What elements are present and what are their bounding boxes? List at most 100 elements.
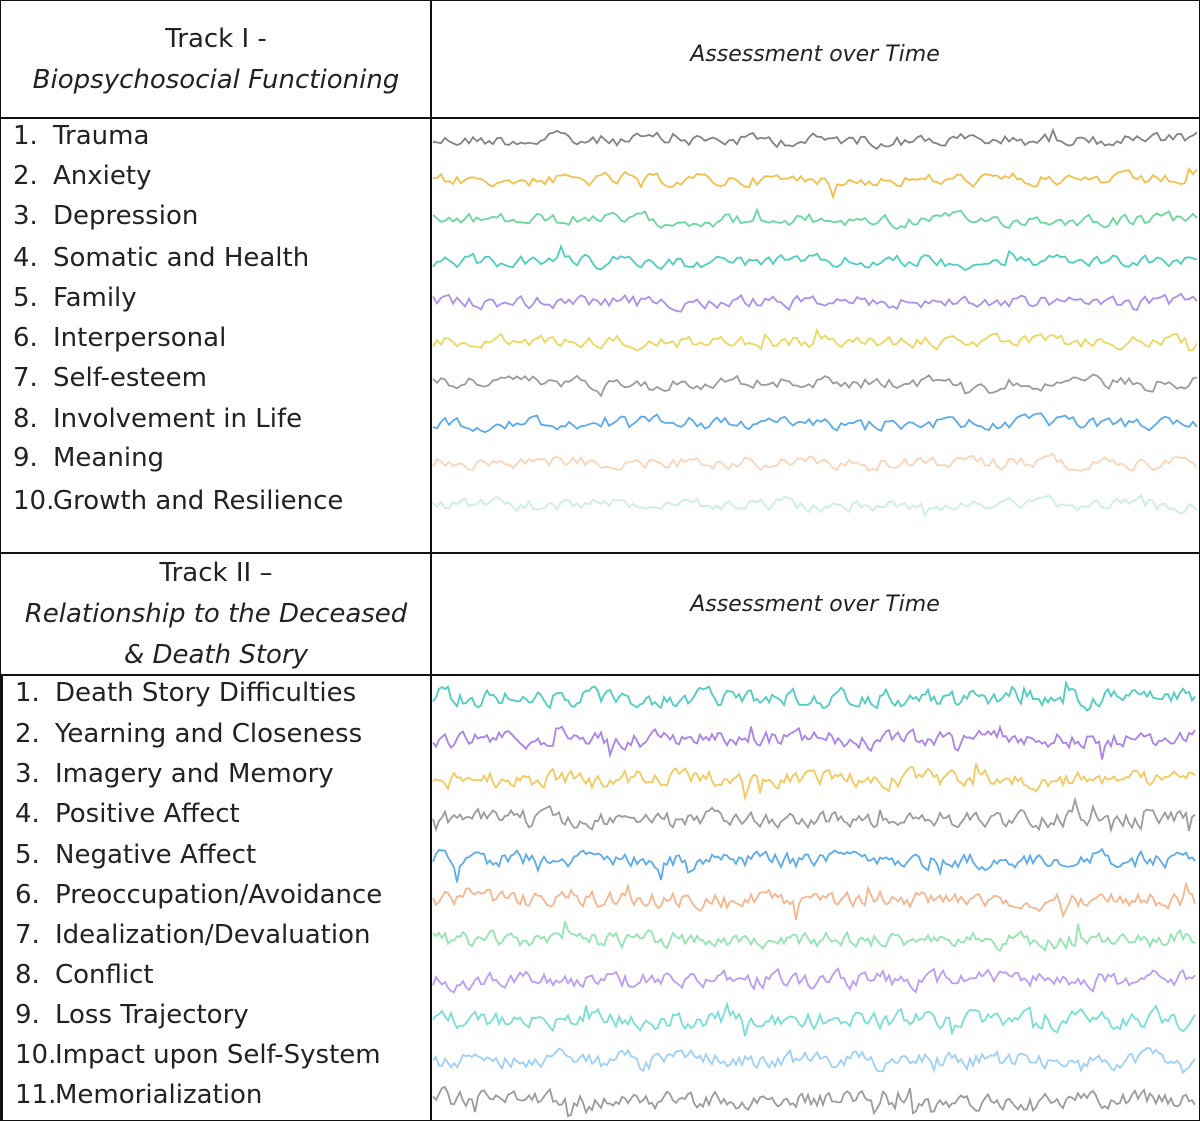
assessment-trace	[432, 1047, 1196, 1075]
dimension-label: Yearning and Closeness	[55, 719, 363, 749]
assessment-trace	[432, 373, 1197, 398]
dimension-number: 7.	[13, 363, 38, 393]
dimension-item: 11.Memorialization	[15, 1080, 262, 1110]
dimension-label: Depression	[53, 201, 199, 231]
dimension-item: 1. Death Story Difficulties	[15, 678, 356, 708]
dimension-number: 4.	[15, 799, 40, 829]
dimension-label: Idealization/Devaluation	[55, 920, 371, 950]
dimension-number: 5.	[15, 840, 40, 870]
assessment-trace	[432, 292, 1197, 313]
assessment-trace	[432, 452, 1197, 473]
assessment-trace	[432, 920, 1196, 953]
track-1-assessment-header: Assessment over Time	[430, 0, 1200, 119]
dimension-item: 6. Preoccupation/Avoidance	[15, 880, 382, 910]
dimension-label: Preoccupation/Avoidance	[55, 880, 383, 910]
dimension-number: 11.	[15, 1080, 57, 1110]
dimension-label: Self-esteem	[53, 363, 207, 393]
dimension-number: 9.	[15, 1000, 40, 1030]
dimension-item: 7. Idealization/Devaluation	[15, 920, 370, 950]
dimension-number: 8.	[13, 404, 38, 434]
track-1-title: Track I -	[165, 23, 267, 54]
assessment-trace	[432, 493, 1197, 518]
dimension-item: 3. Imagery and Memory	[15, 759, 334, 789]
dimension-number: 7.	[15, 920, 40, 950]
assessment-trace	[432, 167, 1197, 200]
track-1-header: Track I - Biopsychosocial Functioning	[0, 0, 432, 119]
track-1-subtitle: Biopsychosocial Functioning	[32, 64, 400, 95]
track-2-assessment-label: Assessment over Time	[690, 591, 940, 617]
dimension-number: 6.	[13, 323, 38, 353]
dimension-label: Interpersonal	[53, 323, 227, 353]
dimension-label: Memorialization	[55, 1080, 263, 1110]
track-2-assessment-header: Assessment over Time	[430, 552, 1200, 676]
track-2-traces-panel	[430, 674, 1200, 1121]
dimension-item: 10.Impact upon Self-System	[15, 1040, 381, 1070]
dimension-label: Loss Trajectory	[55, 1000, 249, 1030]
dimension-label: Impact upon Self-System	[55, 1040, 381, 1070]
assessment-trace	[432, 1086, 1196, 1118]
track-2-header: Track II – Relationship to the Deceased …	[0, 552, 432, 676]
track-2-title: Track II –	[159, 557, 273, 588]
assessment-trace	[432, 127, 1197, 150]
dimension-number: 9.	[13, 443, 38, 473]
dimension-item: 5. Family	[13, 283, 137, 313]
dimension-label: Meaning	[53, 443, 165, 473]
track-2-subtitle: Relationship to the Deceased & Death Sto…	[24, 598, 408, 670]
dimension-item: 8. Conflict	[15, 960, 154, 990]
dimension-number: 4.	[13, 243, 38, 273]
assessment-trace	[432, 243, 1197, 272]
dimension-number: 10.	[13, 486, 55, 516]
track-2-traces	[432, 679, 1196, 1118]
assessment-trace	[432, 207, 1197, 230]
dimension-item: 1. Trauma	[13, 121, 149, 151]
dimension-label: Family	[53, 283, 137, 313]
dimension-label: Conflict	[55, 960, 154, 990]
dimension-label: Negative Affect	[55, 840, 257, 870]
assessment-trace	[432, 412, 1197, 434]
dimension-number: 2.	[13, 161, 38, 191]
dimension-label: Involvement in Life	[53, 404, 303, 434]
dimension-item: 8. Involvement in Life	[13, 404, 302, 434]
dimension-number: 3.	[15, 759, 40, 789]
dimension-number: 3.	[13, 201, 38, 231]
dimension-label: Somatic and Health	[53, 243, 310, 273]
track-2-dimension-list: 1. Death Story Difficulties 2. Yearning and…	[0, 674, 432, 1121]
dimension-item: 4. Somatic and Health	[13, 243, 309, 273]
dimension-number: 1.	[13, 121, 38, 151]
dimension-label: Death Story Difficulties	[55, 678, 357, 708]
assessment-trace	[432, 763, 1196, 802]
dimension-item: 10.Growth and Resilience	[13, 486, 343, 516]
assessment-trace	[432, 966, 1196, 994]
assessment-trace	[432, 724, 1196, 760]
track-1-assessment-label: Assessment over Time	[690, 42, 940, 67]
dimension-item: 4. Positive Affect	[15, 799, 240, 829]
dimension-item: 5. Negative Affect	[15, 840, 256, 870]
dimension-number: 2.	[15, 719, 40, 749]
dimension-label: Anxiety	[53, 161, 152, 191]
assessment-trace	[432, 796, 1196, 834]
dimension-item: 2. Anxiety	[13, 161, 151, 191]
track-1-traces	[432, 127, 1197, 518]
dimension-number: 8.	[15, 960, 40, 990]
dimension-item: 9. Loss Trajectory	[15, 1000, 249, 1030]
assessment-trace	[432, 1000, 1196, 1037]
dimension-number: 5.	[13, 283, 38, 313]
assessment-trace	[432, 679, 1196, 712]
dimension-label: Imagery and Memory	[55, 759, 334, 789]
dimension-label: Trauma	[53, 121, 150, 151]
dimension-number: 10.	[15, 1040, 57, 1070]
dimension-label: Positive Affect	[55, 799, 240, 829]
dimension-number: 6.	[15, 880, 40, 910]
dimension-label: Growth and Resilience	[53, 486, 344, 516]
dimension-item: 2. Yearning and Closeness	[15, 719, 362, 749]
track-1-traces-panel	[430, 117, 1200, 554]
assessment-trace	[432, 847, 1196, 883]
dimension-item: 6. Interpersonal	[13, 323, 226, 353]
assessment-trace	[432, 327, 1197, 352]
track-1-dimension-list: 1. Trauma 2. Anxiety 3. Depression 4. Somatic a…	[0, 117, 432, 554]
dimension-number: 1.	[15, 678, 40, 708]
assessment-trace	[432, 880, 1196, 921]
dimension-item: 7. Self-esteem	[13, 363, 207, 393]
dimension-item: 9. Meaning	[13, 443, 164, 473]
dimension-item: 3. Depression	[13, 201, 198, 231]
